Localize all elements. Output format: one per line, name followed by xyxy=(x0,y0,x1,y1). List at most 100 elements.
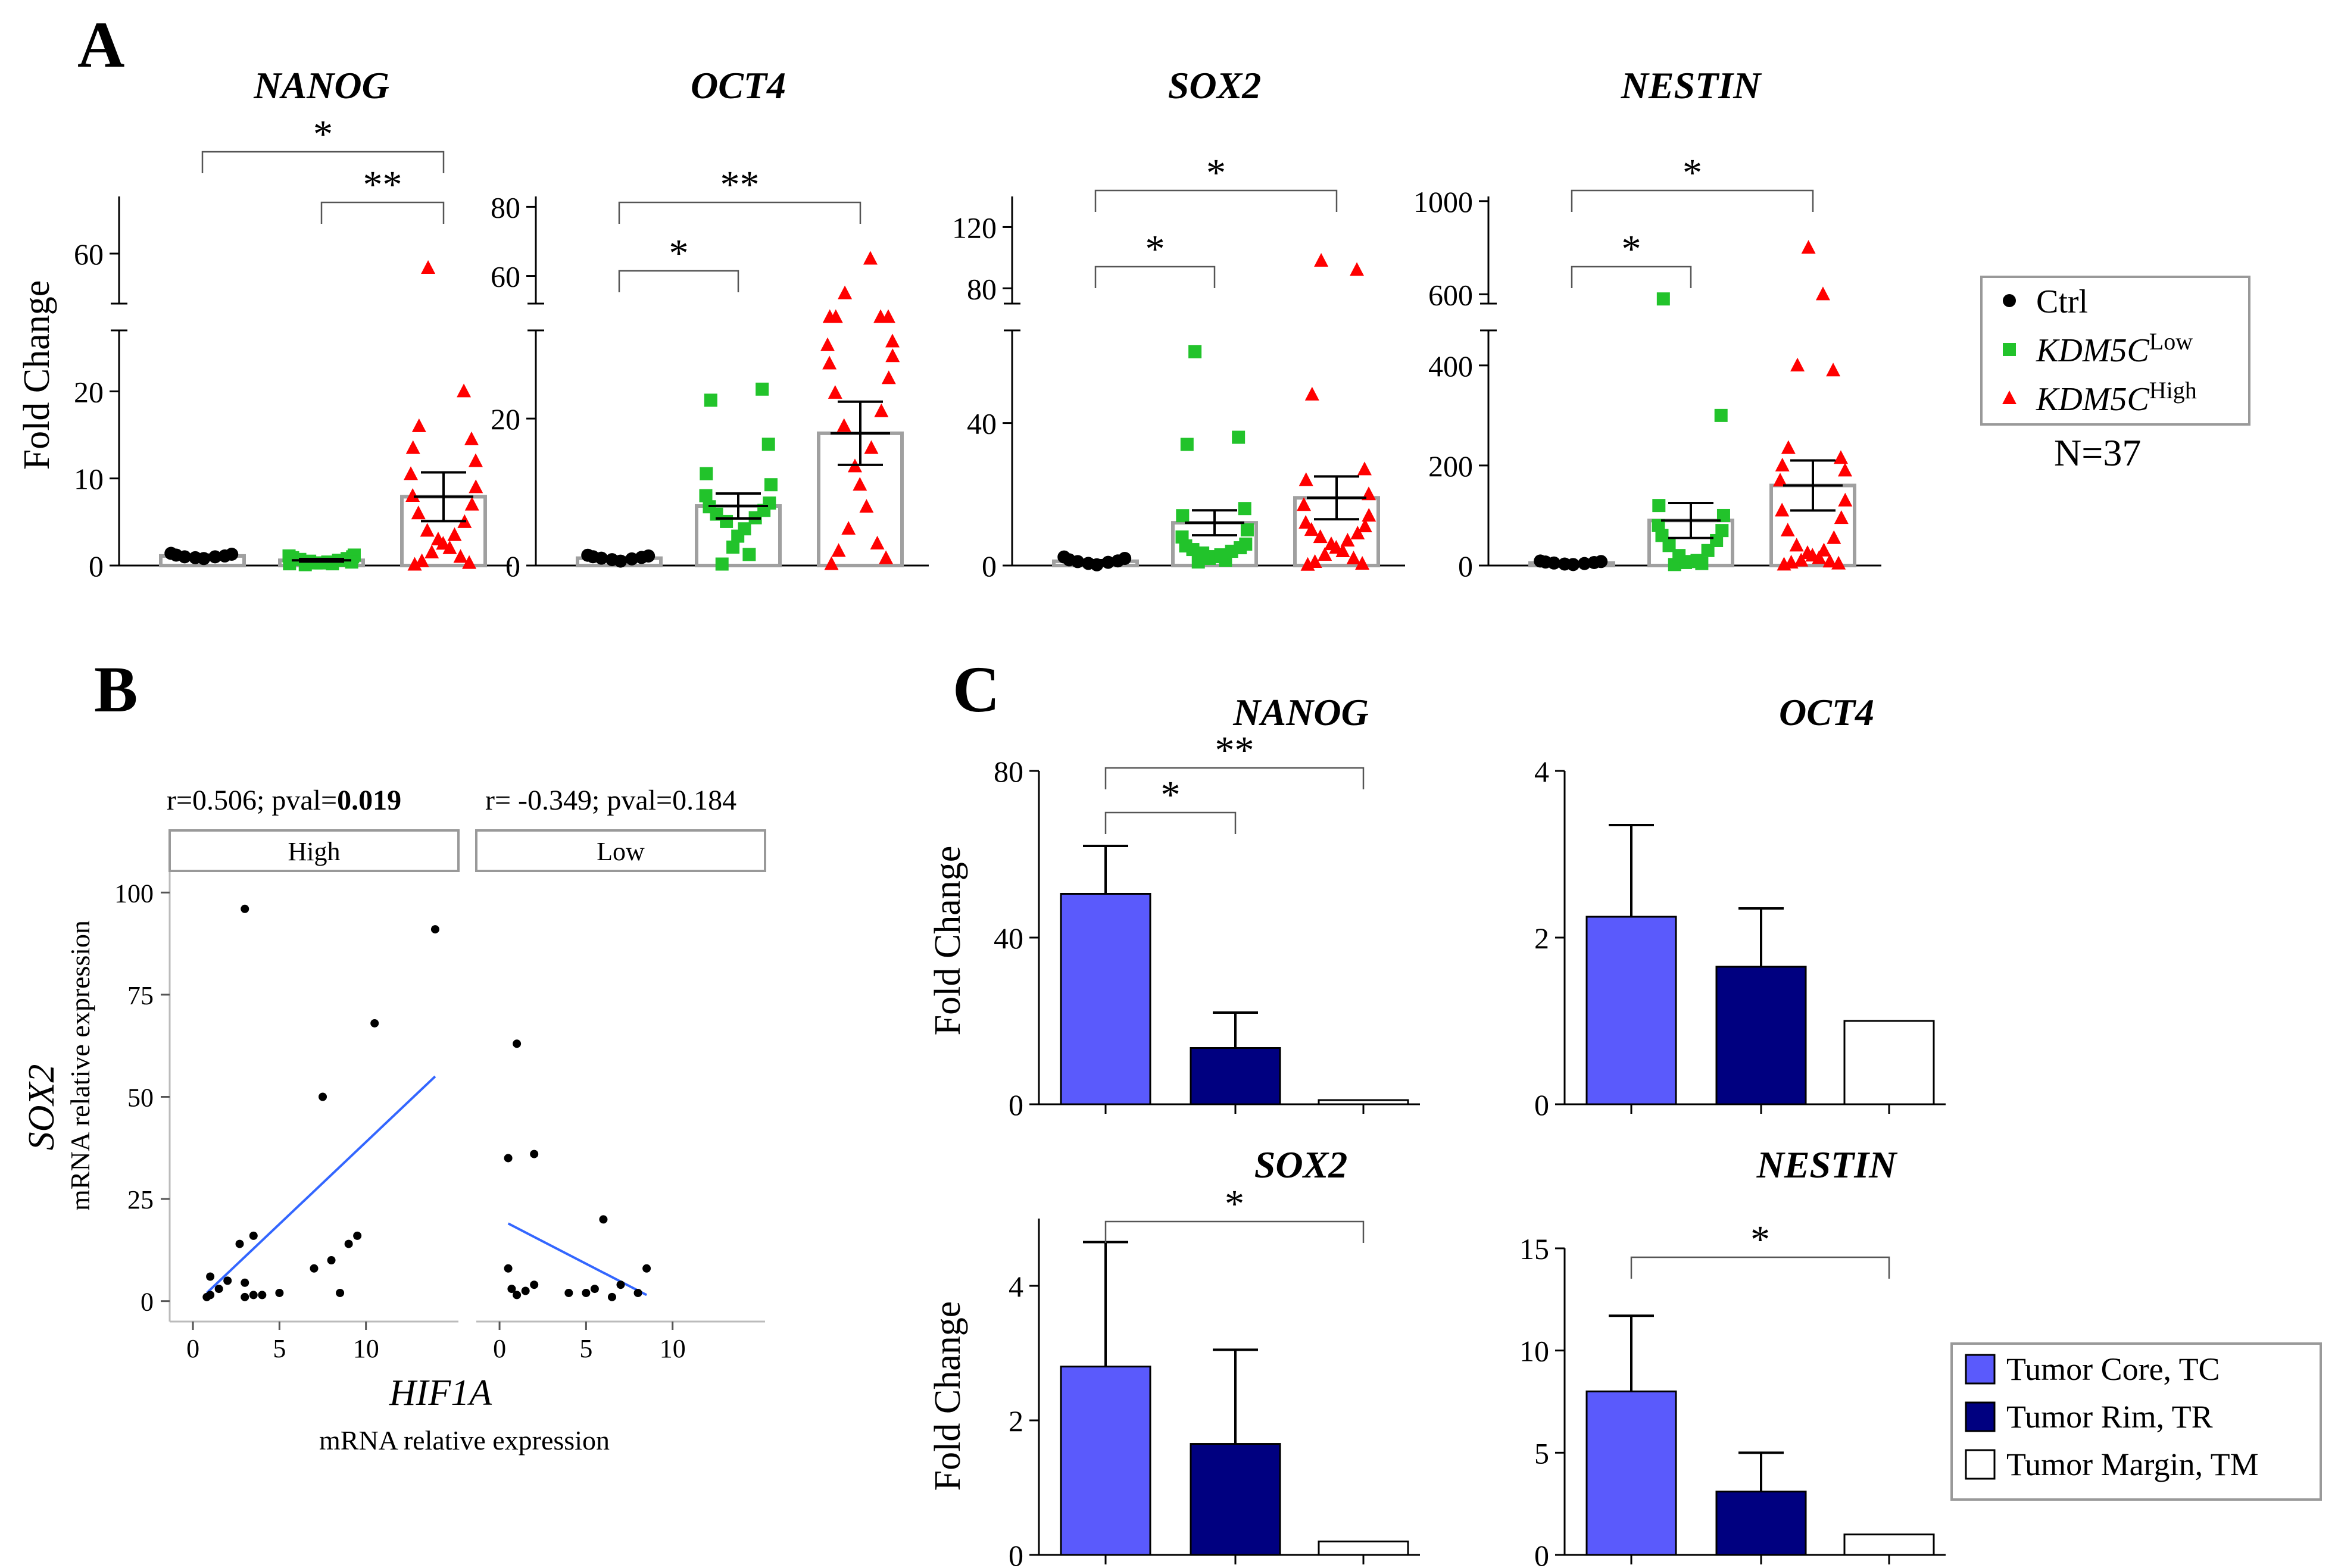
data-point xyxy=(404,466,419,480)
data-point xyxy=(1652,518,1665,532)
data-point xyxy=(1335,544,1350,558)
y-tick-label: 400 xyxy=(1428,349,1473,383)
y-tick-label: 80 xyxy=(967,272,997,305)
bar xyxy=(1318,1099,1409,1105)
data-point xyxy=(870,535,885,549)
significance-line xyxy=(1630,1256,1890,1279)
data-point xyxy=(1232,430,1246,444)
data-point xyxy=(405,488,420,502)
data-point xyxy=(1714,408,1728,422)
legend-label-sup: High xyxy=(2149,377,2197,404)
error-bar xyxy=(708,492,768,520)
significance-label: * xyxy=(1145,227,1165,271)
legend-label-base: Ctrl xyxy=(2036,283,2088,320)
data-point xyxy=(407,557,422,571)
data-point xyxy=(420,523,435,537)
x-tick-label: 5 xyxy=(273,1334,286,1363)
scatter-point xyxy=(564,1288,573,1297)
y-tick-label: 60 xyxy=(491,260,520,293)
bar xyxy=(1843,1020,1935,1105)
panel-b-letter: B xyxy=(94,653,138,726)
data-point xyxy=(1837,463,1852,477)
facet-strip xyxy=(168,829,460,872)
legend-label: Ctrl xyxy=(2036,283,2088,320)
legend-label-sup: Low xyxy=(2149,328,2193,355)
panel-c-legend: Tumor Core, TC Tumor Rim, TR Tumor Margin,… xyxy=(1950,1342,2322,1501)
y-tick-label: 4 xyxy=(1534,755,1549,788)
data-point xyxy=(700,467,713,480)
facet-strip xyxy=(475,829,766,872)
data-point xyxy=(822,355,837,370)
data-point xyxy=(468,453,483,467)
scatter-point xyxy=(223,1276,232,1285)
significance-label: ** xyxy=(363,163,402,207)
data-point xyxy=(1239,538,1253,551)
data-point xyxy=(704,393,717,407)
panel-c-chart-sox2: SOX2 0 2 4 * Fold Change xyxy=(928,1144,1420,1568)
data-point xyxy=(873,309,888,323)
scatter-point xyxy=(336,1288,345,1297)
legend-label: Tumor Rim, TR xyxy=(2006,1399,2213,1435)
data-point xyxy=(763,496,776,510)
bar xyxy=(1715,1491,1807,1556)
significance-bracket: * xyxy=(1571,227,1692,288)
data-point xyxy=(1838,492,1853,507)
significance-bracket: * xyxy=(201,113,445,173)
data-point xyxy=(453,549,468,563)
data-point xyxy=(1188,345,1202,358)
data-point xyxy=(841,521,856,535)
regression-line xyxy=(205,1075,436,1294)
legend-label: Tumor Margin, TM xyxy=(2006,1447,2259,1482)
legend-label-base: KDM5C xyxy=(2036,332,2149,369)
significance-label: ** xyxy=(720,163,760,207)
error-bar xyxy=(831,400,890,466)
significance-label: * xyxy=(1206,151,1226,195)
scatter-point xyxy=(590,1285,599,1294)
facet-label: High xyxy=(288,837,341,866)
error-bar xyxy=(1066,559,1125,564)
legend-label: KDM5CHigh xyxy=(2036,377,2197,418)
data-point xyxy=(1715,524,1729,538)
legend-box xyxy=(1950,1342,2322,1501)
y-tick-label: 20 xyxy=(491,402,520,436)
data-point xyxy=(1362,508,1376,522)
data-point xyxy=(853,477,867,491)
data-point xyxy=(881,370,896,385)
scatter-point xyxy=(353,1231,362,1240)
data-point xyxy=(1298,472,1313,486)
data-point xyxy=(411,505,426,520)
data-point xyxy=(1816,542,1831,557)
data-point xyxy=(424,545,439,559)
data-point xyxy=(1304,522,1319,536)
scatter-point xyxy=(370,1019,379,1027)
legend-label-base: KDM5C xyxy=(2036,381,2149,418)
legend-swatch xyxy=(1965,1401,1996,1432)
data-point xyxy=(1773,473,1788,487)
data-point xyxy=(411,418,426,432)
legend-item-kdm5c-high: KDM5CHigh xyxy=(2002,377,2197,418)
scatter-point xyxy=(319,1092,327,1101)
panel-a-chart-sox2: SOX2 0 40 80 120 * * xyxy=(952,64,1405,583)
data-point xyxy=(864,440,879,454)
data-point xyxy=(820,337,835,351)
y-tick-label: 20 xyxy=(74,375,104,408)
y-tick-label: 0 xyxy=(89,549,104,583)
data-point xyxy=(715,557,729,571)
significance-label: * xyxy=(1225,1182,1244,1226)
x-tick-label: 0 xyxy=(493,1334,506,1363)
y-tick-label: 25 xyxy=(127,1185,154,1214)
data-point xyxy=(699,489,713,502)
y-tick-label: 120 xyxy=(952,211,997,244)
data-point xyxy=(1672,549,1686,563)
significance-line xyxy=(1094,266,1216,288)
stat-pval-bold: 0.019 xyxy=(337,785,401,816)
significance-line xyxy=(1104,767,1365,789)
legend-item-tc: Tumor Core, TC xyxy=(1965,1351,2220,1387)
data-point xyxy=(1780,523,1795,537)
legend-item-tr: Tumor Rim, TR xyxy=(1965,1399,2213,1435)
